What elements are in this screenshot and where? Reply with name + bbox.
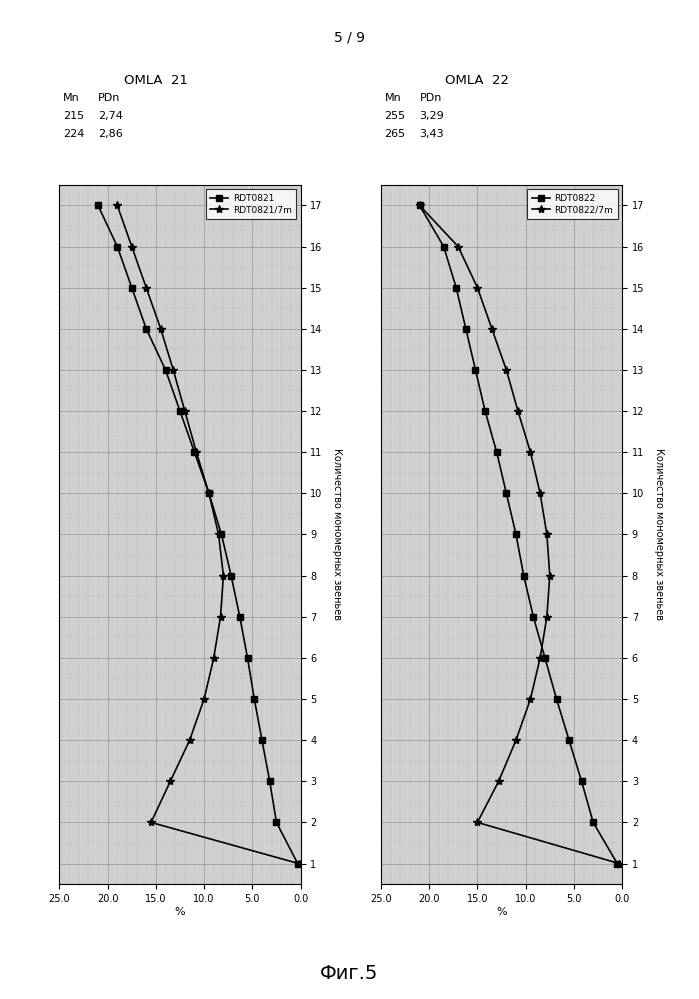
RDT0822: [529, 610, 538, 622]
RDT0821: [227, 569, 236, 581]
RDT0822: [541, 652, 549, 664]
Text: OMLA  21: OMLA 21: [124, 74, 188, 87]
RDT0822/7m: [512, 734, 520, 746]
RDT0821/7m: [294, 857, 303, 869]
RDT0821: [266, 775, 274, 787]
RDT0821: [294, 857, 302, 869]
X-axis label: %: %: [175, 907, 185, 917]
RDT0822/7m: [545, 569, 554, 581]
RDT0821: [250, 693, 259, 705]
RDT0822/7m: [526, 447, 535, 459]
Line: RDT0821: RDT0821: [95, 203, 301, 866]
RDT0822: [613, 857, 621, 869]
RDT0821: [176, 405, 185, 417]
RDT0821: [205, 488, 213, 500]
RDT0821: [94, 200, 102, 212]
RDT0822: [452, 282, 461, 294]
Y-axis label: Количество мономерных звеньев: Количество мономерных звеньев: [654, 449, 663, 620]
RDT0822: [519, 569, 528, 581]
RDT0821: [128, 282, 136, 294]
RDT0821/7m: [192, 447, 201, 459]
Line: RDT0822: RDT0822: [417, 203, 620, 866]
RDT0822/7m: [415, 200, 424, 212]
RDT0821/7m: [180, 405, 189, 417]
RDT0822/7m: [488, 323, 496, 335]
Legend: RDT0821, RDT0821/7m: RDT0821, RDT0821/7m: [206, 190, 296, 219]
Legend: RDT0822, RDT0822/7m: RDT0822, RDT0822/7m: [527, 190, 618, 219]
RDT0821/7m: [200, 693, 208, 705]
RDT0822/7m: [536, 488, 545, 500]
Line: RDT0822/7m: RDT0822/7m: [415, 201, 624, 868]
RDT0821: [217, 528, 226, 540]
RDT0822/7m: [514, 405, 522, 417]
RDT0822/7m: [536, 652, 545, 664]
Text: 255: 255: [384, 111, 405, 121]
Line: RDT0821/7m: RDT0821/7m: [113, 201, 303, 868]
RDT0822: [502, 488, 510, 500]
RDT0821/7m: [169, 364, 178, 376]
RDT0822: [461, 323, 470, 335]
RDT0822: [440, 241, 448, 253]
RDT0822/7m: [473, 816, 482, 828]
RDT0821/7m: [210, 652, 218, 664]
RDT0821/7m: [216, 610, 224, 622]
RDT0821/7m: [128, 241, 136, 253]
RDT0821/7m: [215, 528, 223, 540]
Y-axis label: Количество мономерных звеньев: Количество мономерных звеньев: [332, 449, 342, 620]
Text: OMLA  22: OMLA 22: [445, 74, 510, 87]
RDT0821: [190, 447, 199, 459]
Text: 2,86: 2,86: [98, 129, 122, 139]
RDT0822/7m: [502, 364, 510, 376]
RDT0821/7m: [142, 282, 150, 294]
RDT0822: [481, 405, 489, 417]
RDT0822/7m: [542, 528, 551, 540]
Text: Mn: Mn: [63, 93, 80, 103]
RDT0822: [471, 364, 480, 376]
RDT0822/7m: [542, 610, 551, 622]
RDT0821/7m: [166, 775, 175, 787]
RDT0821/7m: [205, 488, 213, 500]
RDT0821/7m: [113, 200, 122, 212]
RDT0822/7m: [526, 693, 535, 705]
RDT0822/7m: [454, 241, 462, 253]
RDT0822: [565, 734, 573, 746]
Text: 224: 224: [63, 129, 85, 139]
RDT0821: [113, 241, 122, 253]
Text: Фиг.5: Фиг.5: [320, 963, 379, 983]
RDT0822/7m: [615, 857, 624, 869]
RDT0821: [236, 610, 244, 622]
RDT0822: [415, 200, 424, 212]
RDT0821: [273, 816, 281, 828]
RDT0822: [577, 775, 586, 787]
RDT0821: [243, 652, 252, 664]
Text: 265: 265: [384, 129, 405, 139]
RDT0821/7m: [185, 734, 194, 746]
Text: 3,29: 3,29: [419, 111, 444, 121]
RDT0821/7m: [147, 816, 155, 828]
RDT0822/7m: [494, 775, 503, 787]
Text: Mn: Mn: [384, 93, 401, 103]
RDT0822: [493, 447, 501, 459]
RDT0822: [552, 693, 561, 705]
Text: 3,43: 3,43: [419, 129, 444, 139]
RDT0821: [161, 364, 170, 376]
Text: 215: 215: [63, 111, 84, 121]
Text: 5 / 9: 5 / 9: [334, 31, 365, 45]
Text: PDn: PDn: [419, 93, 442, 103]
RDT0821/7m: [157, 323, 165, 335]
RDT0821: [142, 323, 150, 335]
X-axis label: %: %: [496, 907, 507, 917]
RDT0822/7m: [473, 282, 482, 294]
RDT0822: [589, 816, 598, 828]
Text: 2,74: 2,74: [98, 111, 123, 121]
RDT0821: [258, 734, 266, 746]
Text: PDn: PDn: [98, 93, 120, 103]
RDT0822: [512, 528, 520, 540]
RDT0821/7m: [219, 569, 228, 581]
